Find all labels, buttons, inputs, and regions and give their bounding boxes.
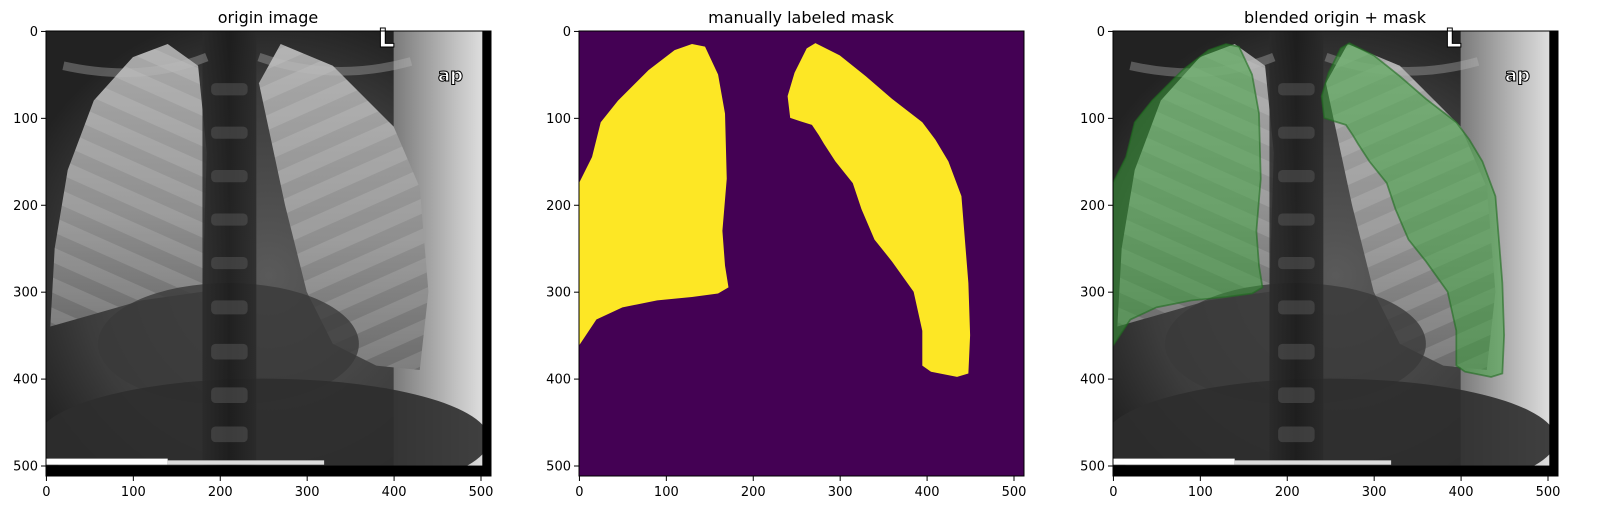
y-tick-label: 100 <box>13 112 38 127</box>
x-tick-label: 500 <box>469 485 494 500</box>
x-tick-label: 100 <box>1188 485 1213 500</box>
y-tick-label: 300 <box>546 286 571 301</box>
y-tick-label: 100 <box>546 112 571 127</box>
x-tick-label: 300 <box>1362 485 1387 500</box>
y-tick-label: 0 <box>30 25 38 40</box>
x-tick-label: 500 <box>1002 485 1027 500</box>
panel-title-blended: blended origin + mask <box>1244 8 1427 27</box>
marker-ap: ap <box>1505 65 1530 86</box>
y-tick-label: 500 <box>546 460 571 475</box>
axes-frame <box>45 30 492 477</box>
x-tick-label: 200 <box>208 485 233 500</box>
y-tick-label: 400 <box>1080 373 1105 388</box>
x-tick-label: 300 <box>828 485 853 500</box>
x-tick-label: 400 <box>1449 485 1474 500</box>
marker-letter-l: L <box>378 24 395 54</box>
y-tick-label: 300 <box>13 286 38 301</box>
y-tick-label: 200 <box>13 199 38 214</box>
y-tick-label: 400 <box>546 373 571 388</box>
panel-blended: L ap <box>1112 24 1559 477</box>
x-tick-label: 0 <box>42 485 50 500</box>
panel-mask <box>578 30 1025 477</box>
y-tick-label: 0 <box>1097 25 1105 40</box>
y-tick-label: 100 <box>1080 112 1105 127</box>
xray-image <box>37 31 491 500</box>
x-tick-label: 0 <box>1109 485 1117 500</box>
marker-letter-l: L <box>1445 24 1462 54</box>
y-tick-label: 0 <box>563 25 571 40</box>
x-tick-label: 0 <box>575 485 583 500</box>
x-tick-label: 100 <box>654 485 679 500</box>
y-tick-label: 400 <box>13 373 38 388</box>
x-tick-label: 100 <box>121 485 146 500</box>
y-tick-label: 500 <box>13 460 38 475</box>
x-tick-label: 500 <box>1536 485 1561 500</box>
panel-origin-image: L ap <box>37 24 492 500</box>
y-tick-label: 500 <box>1080 460 1105 475</box>
marker-ap: ap <box>438 65 463 86</box>
y-tick-label: 300 <box>1080 286 1105 301</box>
x-tick-label: 300 <box>295 485 320 500</box>
x-tick-label: 200 <box>741 485 766 500</box>
x-tick-label: 200 <box>1275 485 1300 500</box>
panel-title-mask: manually labeled mask <box>708 8 894 27</box>
x-tick-label: 400 <box>915 485 940 500</box>
y-tick-label: 200 <box>546 199 571 214</box>
y-tick-label: 200 <box>1080 199 1105 214</box>
axes-frame <box>578 30 1025 477</box>
panel-title-origin: origin image <box>218 8 318 27</box>
x-tick-label: 400 <box>382 485 407 500</box>
axes-frame <box>1112 30 1559 477</box>
